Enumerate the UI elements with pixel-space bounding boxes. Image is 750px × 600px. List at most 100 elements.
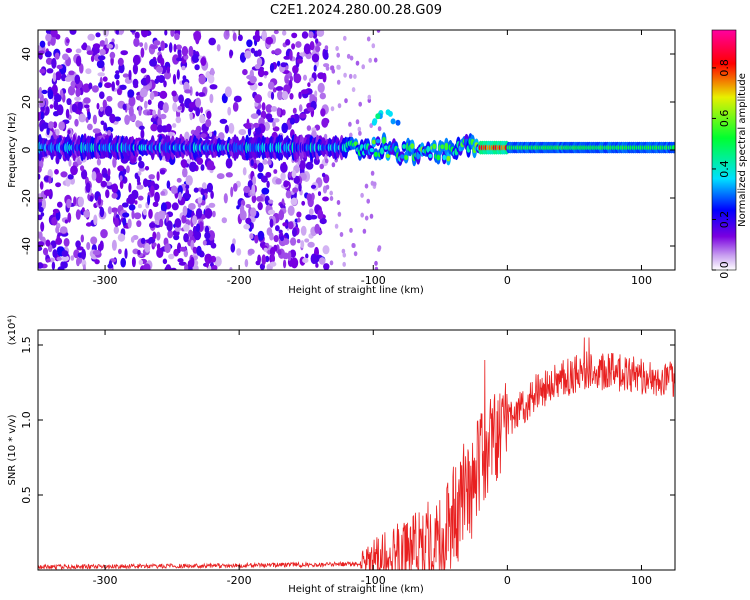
noise-blob (290, 197, 298, 206)
noise-blob (336, 79, 341, 85)
noise-blob (67, 212, 72, 223)
noise-blob (172, 102, 178, 112)
noise-blob (249, 233, 254, 240)
noise-blob (265, 104, 273, 113)
colorbar-gradient (711, 29, 737, 271)
noise-blob (38, 231, 43, 241)
noise-blob (273, 169, 278, 174)
noise-blob (336, 200, 341, 205)
noise-blob (140, 47, 145, 58)
noise-blob (329, 190, 334, 196)
noise-blob (200, 133, 207, 138)
noise-blob (201, 182, 207, 190)
signal-blob (400, 154, 405, 159)
noise-blob (65, 108, 70, 119)
noise-blob (119, 180, 124, 189)
noise-blob (228, 122, 235, 134)
noise-blob (100, 229, 108, 239)
y-tick-label: 1.5 (20, 336, 33, 354)
noise-blob (165, 264, 172, 270)
noise-blob (137, 204, 142, 209)
noise-blob (242, 69, 248, 76)
noise-blob (55, 155, 60, 165)
noise-blob (100, 180, 108, 188)
noise-blob (138, 105, 142, 116)
noise-blob (297, 217, 301, 223)
noise-blob (120, 257, 126, 268)
noise-blob (47, 40, 51, 47)
noise-blob (40, 111, 44, 121)
signal-blob (386, 153, 390, 159)
noise-blob (261, 30, 268, 42)
x-tick-label: 0 (504, 574, 511, 587)
noise-blob (265, 255, 270, 263)
noise-blob (176, 177, 182, 183)
snr-y-axis: 0.5 1.0 1.5 (20, 336, 675, 504)
noise-blob (134, 200, 138, 205)
x-tick-label: -300 (93, 574, 118, 587)
noise-blob (257, 230, 265, 241)
noise-blob (92, 249, 101, 256)
noise-blob (191, 54, 200, 63)
noise-blob (355, 60, 360, 66)
noise-blob (353, 74, 357, 79)
noise-blob (314, 223, 321, 234)
noise-blob (349, 227, 353, 233)
noise-blob (154, 191, 160, 203)
noise-blob (102, 99, 108, 109)
noise-blob (206, 182, 213, 193)
noise-blob (303, 43, 311, 55)
noise-blob (95, 47, 100, 54)
noise-blob (195, 223, 201, 232)
noise-blob (165, 123, 172, 133)
noise-blob (300, 225, 307, 236)
noise-blob (159, 113, 167, 120)
noise-blob (80, 165, 85, 172)
noise-blob (55, 237, 63, 245)
noise-blob (68, 159, 72, 167)
noise-blob (130, 30, 136, 33)
noise-blob (160, 40, 166, 51)
noise-blob (87, 33, 95, 41)
noise-blob (82, 264, 86, 270)
noise-blob (374, 260, 378, 266)
noise-blob (51, 261, 56, 270)
noise-blob (50, 35, 56, 46)
noise-blob (315, 45, 321, 53)
noise-blob (88, 82, 93, 90)
noise-blob (189, 112, 193, 121)
noise-blob (278, 209, 285, 221)
noise-blob (52, 121, 58, 129)
noise-blob (308, 208, 314, 216)
noise-blob (96, 158, 101, 166)
noise-blob (120, 50, 128, 56)
noise-blob (99, 40, 106, 47)
noise-blob (305, 161, 314, 170)
noise-blob (209, 93, 214, 104)
noise-blob (250, 159, 254, 167)
signal-blob (440, 144, 445, 150)
noise-blob (216, 173, 225, 180)
noise-blob (242, 167, 247, 176)
noise-blob (154, 78, 159, 84)
noise-blob (301, 200, 306, 206)
noise-blob (52, 249, 58, 258)
noise-blob (200, 106, 203, 114)
noise-blob (48, 121, 54, 129)
noise-blob (75, 55, 82, 67)
noise-blob (207, 74, 215, 84)
noise-blob (99, 48, 106, 56)
noise-blob (99, 106, 104, 112)
noise-blob (188, 45, 194, 57)
noise-blob (144, 42, 148, 51)
noise-blob (325, 65, 330, 71)
noise-blob (55, 71, 62, 81)
noise-blob (195, 97, 202, 108)
noise-blob (264, 195, 270, 206)
noise-blob (117, 233, 126, 242)
noise-blob (171, 90, 177, 97)
noise-blob (277, 90, 283, 101)
noise-blob (150, 123, 158, 132)
noise-blob (70, 255, 75, 261)
